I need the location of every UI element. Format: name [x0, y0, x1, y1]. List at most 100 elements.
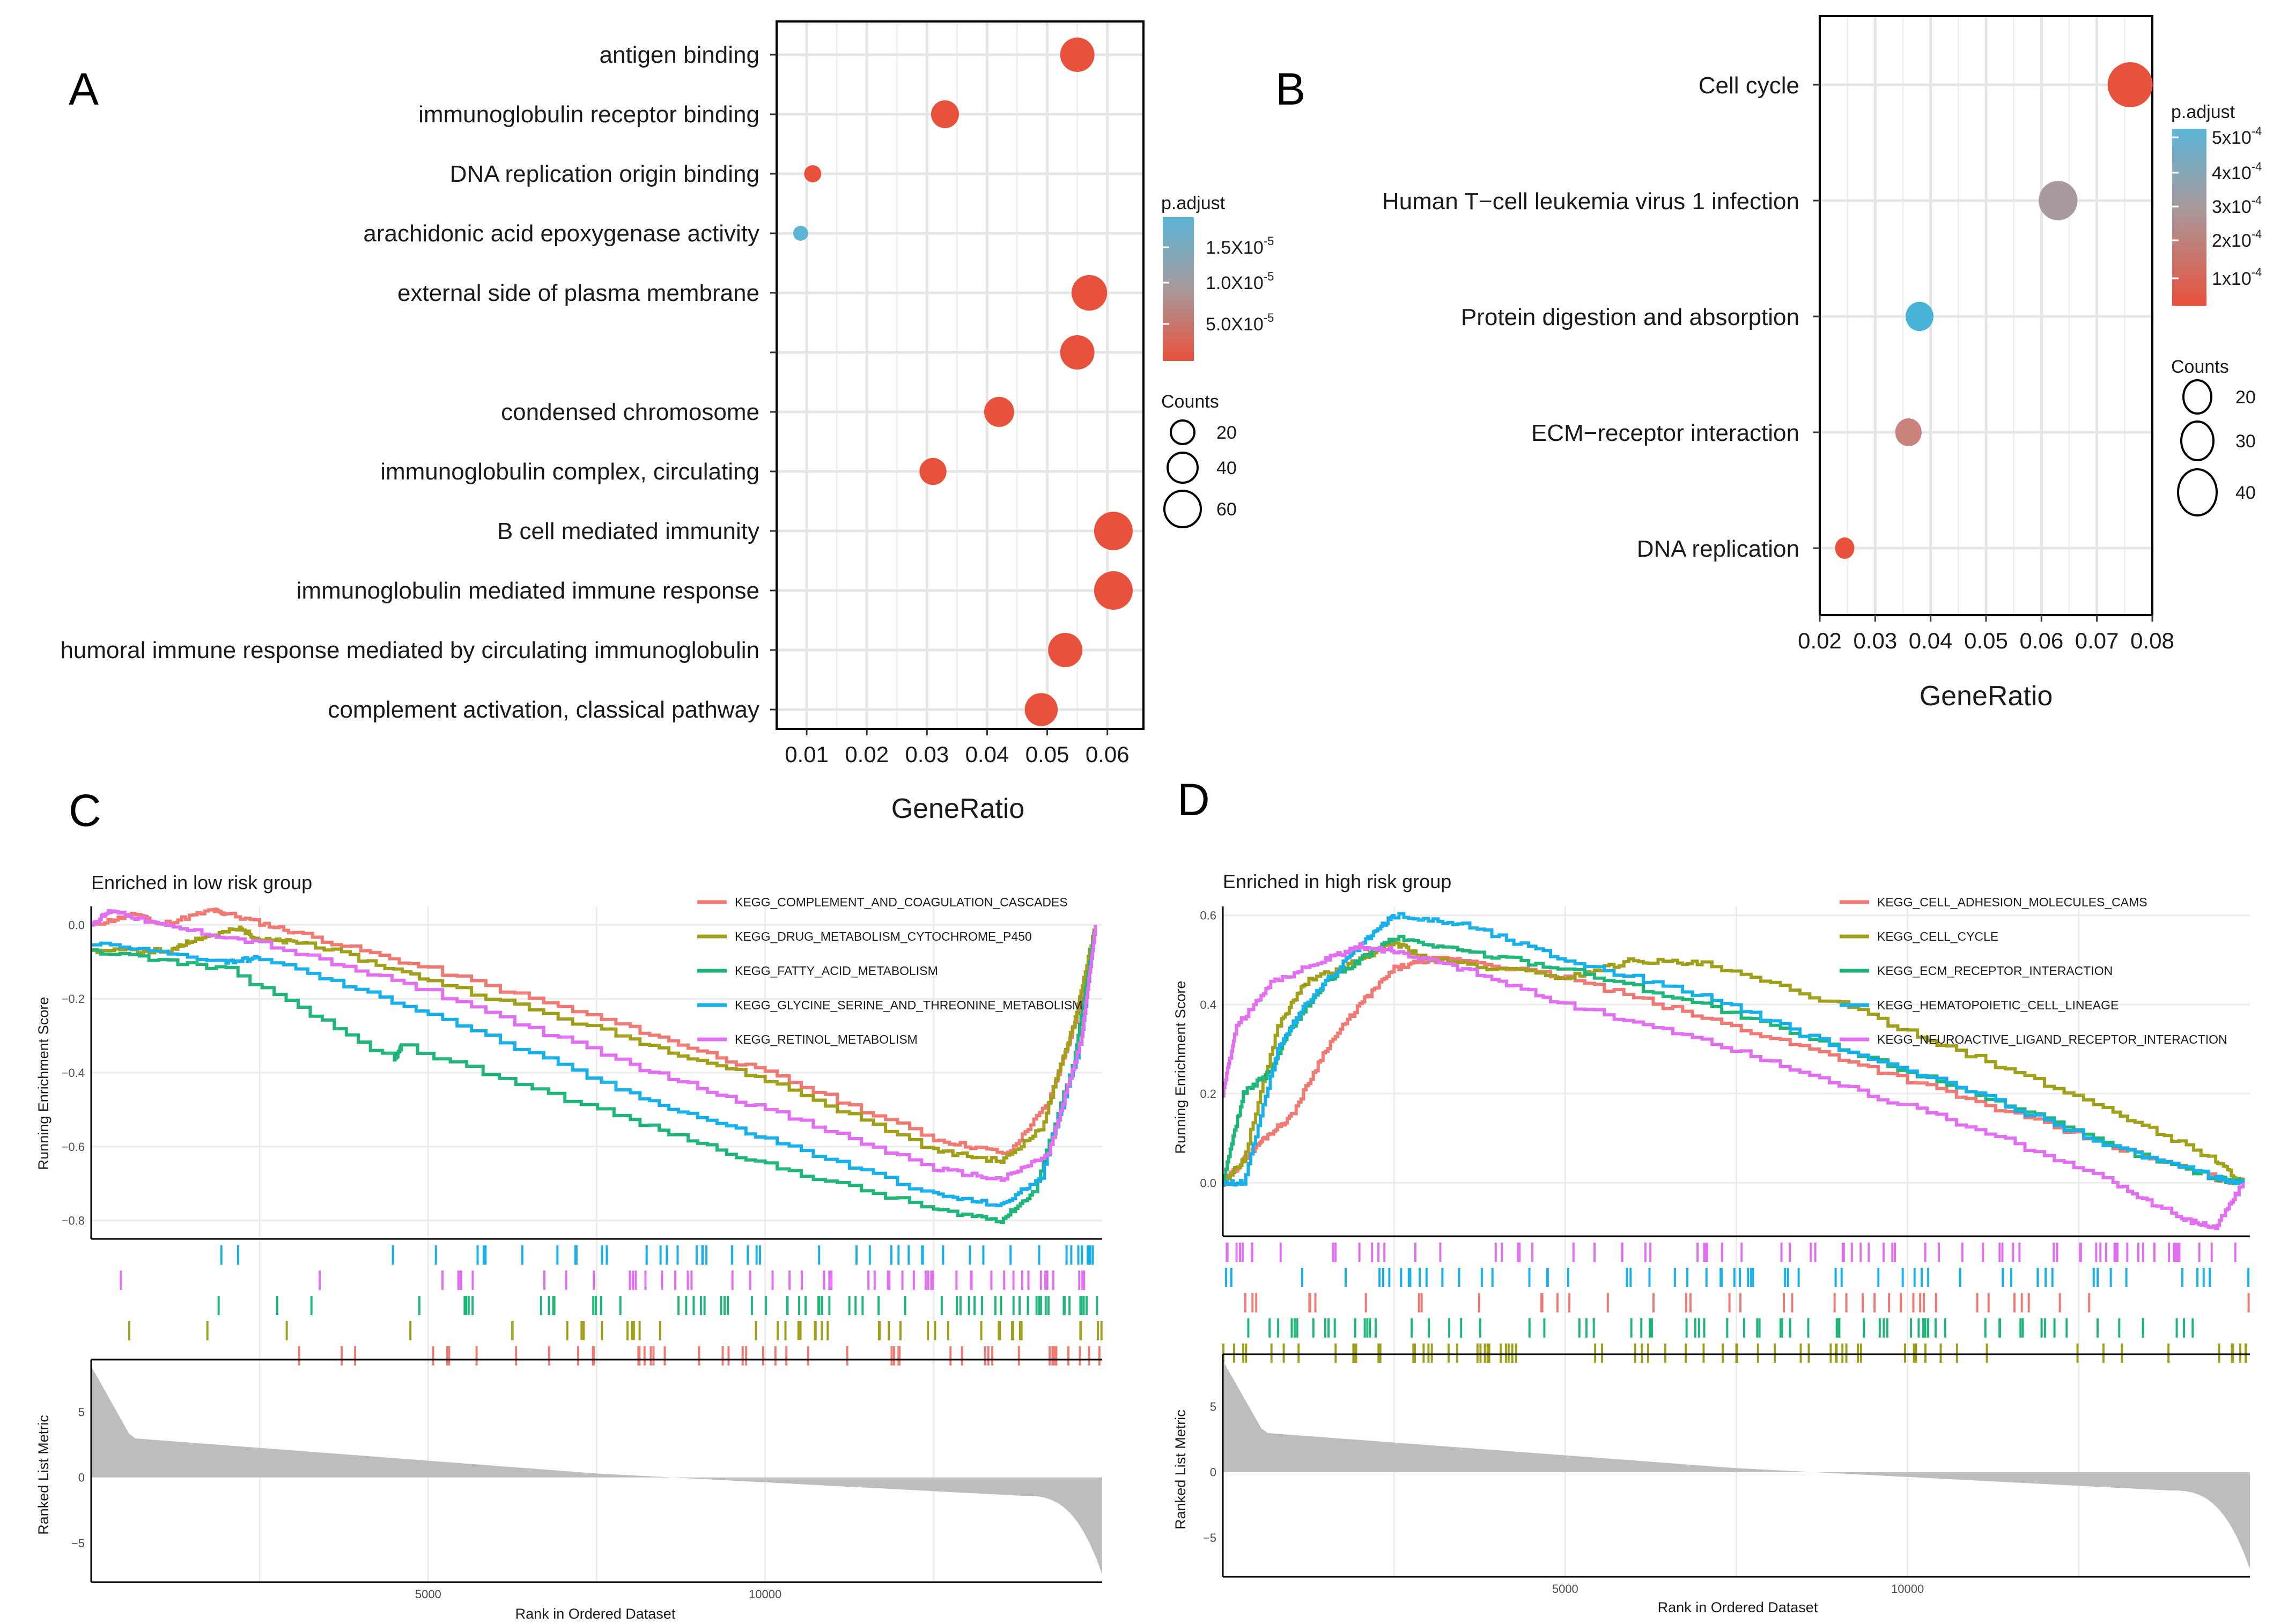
gsea-es-line: [91, 907, 1097, 1155]
panel-a-dot: [1094, 512, 1133, 550]
panel-a-dot: [1024, 693, 1058, 726]
panel-b-size-label: 20: [2235, 387, 2256, 408]
panel-b-size-key: [2177, 468, 2218, 516]
gsea-ytick-label: −0.4: [62, 1066, 85, 1080]
gsea-metric-tick-label: −5: [71, 1537, 85, 1550]
panel-b-xlabel: GeneRatio: [1920, 681, 2053, 712]
panel-a-dot: [931, 100, 959, 128]
panel-b-legend-size-title: Counts: [2171, 357, 2229, 377]
panel-a-xtick-label: 0.01: [785, 742, 829, 767]
panel-b-dot: [2107, 62, 2153, 107]
panel-b-size-label: 40: [2235, 483, 2256, 503]
panel-a-xtick-label: 0.06: [1086, 742, 1130, 767]
gsea-legend-label: KEGG_CELL_ADHESION_MOLECULES_CAMS: [1877, 895, 2147, 909]
panel-b-dot: [1895, 418, 1922, 446]
panel-c-title: Enriched in low risk group: [91, 872, 312, 894]
panel-a: A antigen binding immunoglobulin receptor…: [60, 20, 1274, 824]
panel-b-size-key: [2182, 379, 2212, 415]
panel-b-xtick-label: 0.08: [2130, 628, 2174, 653]
panel-b-colorbar: [2172, 129, 2206, 306]
panel-a-size-label: 60: [1216, 499, 1237, 520]
panel-a-size-label: 20: [1216, 423, 1237, 443]
panel-b-xtick-label: 0.03: [1853, 628, 1897, 653]
panel-b-category-label: ECM−receptor interaction: [1531, 420, 1799, 446]
panel-a-size-label: 40: [1216, 458, 1237, 478]
panel-a-dot: [1060, 38, 1095, 72]
gsea-xtick-label: 5000: [415, 1588, 441, 1601]
panel-b-letter: B: [1275, 64, 1305, 114]
panel-a-dot: [1048, 633, 1083, 667]
gsea-xtick-label: 10000: [749, 1588, 781, 1601]
panel-b-category-label: DNA replication: [1637, 536, 1799, 562]
panel-d-title: Enriched in high risk group: [1223, 870, 1451, 892]
panel-a-category-label: immunoglobulin complex, circulating: [380, 459, 759, 485]
panel-a-category-label: condensed chromosome: [501, 399, 759, 425]
panel-a-dot: [1071, 275, 1108, 311]
panel-d-letter: D: [1177, 774, 1210, 825]
panel-b-colorbar-label: 4x10-4: [2212, 160, 2262, 183]
panel-b-colorbar-label: 1x10-4: [2212, 265, 2262, 289]
panel-a-category-label: immunoglobulin receptor binding: [418, 101, 759, 128]
gsea-ytick-label: −0.8: [62, 1214, 85, 1228]
gsea-metric-tick-label: 5: [78, 1406, 85, 1419]
panel-a-dot: [919, 457, 947, 485]
panel-c-ylabel-bottom: Ranked List Metric: [35, 1415, 51, 1535]
panel-a-dot: [984, 397, 1014, 427]
gsea-metric-tick-label: 0: [78, 1471, 85, 1485]
panel-a-dot: [793, 226, 808, 241]
panel-a-xtick-label: 0.03: [905, 742, 949, 767]
gsea-legend-label: KEGG_FATTY_ACID_METABOLISM: [735, 964, 938, 978]
gsea-legend-label: KEGG_ECM_RECEPTOR_INTERACTION: [1877, 964, 2113, 978]
panel-b-size-key: [2180, 420, 2215, 461]
panel-a-category-label: complement activation, classical pathway: [328, 697, 759, 723]
panel-a-category-label: B cell mediated immunity: [497, 518, 759, 544]
panel-d-ylabel-bottom: Ranked List Metric: [1172, 1409, 1189, 1530]
gsea-legend-label: KEGG_CELL_CYCLE: [1877, 929, 1998, 943]
gsea-ytick-label: 0.0: [68, 918, 85, 932]
gsea-metric-tick-label: −5: [1203, 1531, 1216, 1545]
gsea-legend-label: KEGG_RETINOL_METABOLISM: [735, 1032, 918, 1046]
gsea-ytick-label: 0.6: [1200, 909, 1216, 922]
gsea-ytick-label: 0.4: [1200, 998, 1216, 1012]
panel-b-colorbar-label: 2x10-4: [2212, 227, 2262, 251]
panel-b-colorbar-label: 5x10-4: [2212, 124, 2262, 148]
panel-a-frame: [776, 20, 1145, 730]
gsea-legend-label: KEGG_DRUG_METABOLISM_CYTOCHROME_P450: [735, 929, 1032, 943]
gsea-legend-label: KEGG_COMPLEMENT_AND_COAGULATION_CASCADES: [735, 895, 1068, 909]
gsea-metric-tick-label: 5: [1210, 1400, 1216, 1414]
gsea-es-line: [1222, 912, 2245, 1187]
panel-d: D Enriched in high risk group 0.6 0.4 0.2 0…: [1172, 774, 2250, 1615]
panel-a-colorbar-label: 1.0X10-5: [1206, 270, 1274, 293]
panel-a-dot: [1060, 335, 1095, 370]
panel-a-size-key: [1163, 490, 1202, 528]
panel-a-legend: p.adjust 1.5X10-5 1.0X10-5 5.0X10-5 Counts…: [1161, 193, 1274, 528]
panel-a-category-label: arachidonic acid epoxygenase activity: [363, 220, 759, 247]
panel-a-plot-area: [777, 21, 1143, 729]
panel-b: B Cell cycle Human T−cell leukemia virus …: [1275, 15, 2262, 712]
panel-b-colorbar-label: 3x10-4: [2212, 194, 2262, 217]
panel-a-xtick-label: 0.05: [1025, 742, 1069, 767]
gsea-ranked-metric: [1223, 1361, 2250, 1569]
gsea-legend-label: KEGG_NEUROACTIVE_LIGAND_RECEPTOR_INTERAC…: [1877, 1032, 2227, 1046]
gsea-ranked-metric: [91, 1366, 1102, 1575]
panel-d-xlabel: Rank in Ordered Dataset: [1658, 1599, 1818, 1615]
panel-a-category-label: immunoglobulin mediated immune response: [297, 578, 759, 604]
panel-a-legend-size-title: Counts: [1161, 392, 1219, 412]
panel-b-dot: [1906, 301, 1933, 331]
panel-c-xlabel: Rank in Ordered Dataset: [515, 1606, 676, 1622]
panel-c-letter: C: [69, 785, 101, 836]
gsea-legend-label: KEGG_GLYCINE_SERINE_AND_THREONINE_METABO…: [735, 998, 1082, 1012]
gsea-ytick-label: 0.2: [1200, 1087, 1216, 1101]
panel-a-xtick-label: 0.02: [845, 742, 889, 767]
gsea-es-line: [91, 909, 1097, 1182]
gsea-ytick-label: 0.0: [1200, 1176, 1216, 1190]
panel-a-dot: [1094, 571, 1133, 610]
panel-a-xlabel: GeneRatio: [891, 793, 1025, 824]
panel-a-colorbar: [1163, 217, 1194, 361]
panel-b-category-label: Protein digestion and absorption: [1461, 304, 1799, 330]
gsea-ytick-label: −0.6: [62, 1140, 85, 1154]
panel-b-xtick-label: 0.02: [1798, 628, 1842, 653]
gsea-xtick-label: 5000: [1552, 1582, 1578, 1596]
panel-d-ylabel-top: Running Enrichment Score: [1172, 981, 1189, 1154]
